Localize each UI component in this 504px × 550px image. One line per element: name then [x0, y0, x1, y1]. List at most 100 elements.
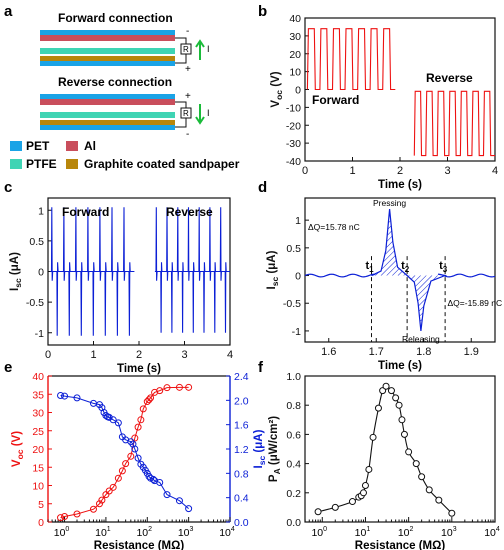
panel-e: e 100 101 102 103 104 0 5 10 15 20 25 30 35 40 0.0 0.4 0…	[4, 359, 267, 550]
layer-graphite	[40, 56, 175, 61]
x-tick-label: 100	[54, 526, 70, 539]
series-label-forward: Forward	[62, 205, 109, 219]
y-tick-label: 5	[38, 499, 44, 511]
x-tick-label: 1	[90, 349, 96, 361]
time-marker-label-t3: t3	[439, 260, 448, 274]
current-label-reverse: I	[207, 108, 210, 118]
x-tick-label: 103	[441, 526, 457, 539]
data-point-isc	[185, 505, 193, 513]
data-point-voc	[57, 514, 65, 522]
current-arrow-down-icon	[195, 104, 205, 125]
data-point-voc	[147, 394, 155, 402]
forward-wire	[175, 37, 187, 64]
reverse-connection-title: Reverse connection	[58, 75, 172, 89]
data-point-pa	[395, 401, 403, 409]
y-axis-label: Isc (μA)	[9, 252, 23, 291]
data-point-voc	[105, 487, 113, 495]
plus-sign-reverse: +	[185, 91, 191, 102]
series-line-forward	[306, 28, 396, 91]
legend-swatch-graphite	[66, 159, 78, 169]
data-point-pa	[392, 394, 400, 402]
layer-pet-top	[40, 30, 175, 35]
resistor-forward	[180, 43, 192, 55]
legend-label-graphite: Graphite coated sandpaper	[84, 157, 240, 171]
x-tick-label: 101	[355, 526, 371, 539]
x-tick-label: 1.6	[321, 346, 336, 358]
panel-d: d 1.6 1.7 1.8 1.9 -1 -0.5 0 0.5 1 Time (s) Isc (μA…	[258, 179, 502, 372]
y-tick-label: 0	[38, 267, 44, 279]
data-point-isc	[109, 416, 117, 424]
data-point-voc	[61, 513, 69, 521]
y-tick-label: 1.0	[286, 371, 301, 383]
y-tick-label: 30	[289, 31, 301, 43]
y-tick-label-right: 0.8	[234, 468, 249, 480]
y-tick-label: 20	[32, 444, 44, 456]
legend-label-pet: PET	[26, 139, 50, 153]
legend-swatch-ptfe	[10, 159, 22, 169]
y-axis-label: Isc (μA)	[266, 250, 280, 289]
legend-swatch-al	[66, 141, 78, 151]
resistor-reverse	[180, 107, 192, 119]
panel-letter-b: b	[258, 3, 267, 20]
data-point-pa	[359, 489, 367, 497]
panel-letter-c: c	[4, 179, 12, 196]
y-axis-label-right: Isc (μA)	[253, 429, 267, 468]
data-point-voc	[131, 434, 139, 442]
y-tick-label: 30	[32, 408, 44, 420]
data-point-voc	[175, 383, 183, 391]
y-axis-label: Voc (V)	[270, 71, 284, 107]
y-tick-label: -0.5	[26, 297, 44, 309]
data-point-pa	[387, 387, 395, 395]
y-tick-label: 20	[289, 49, 301, 61]
data-point-pa	[369, 433, 377, 441]
data-point-pa	[435, 496, 443, 504]
x-tick-label: 2	[397, 165, 403, 177]
legend-swatch-pet	[10, 141, 22, 151]
panel-letter-e: e	[4, 359, 12, 376]
minus-sign-reverse: -	[186, 129, 189, 140]
y-tick-label: -0.5	[283, 298, 301, 310]
reverse-stack: R I + -	[40, 91, 210, 140]
data-point-pa	[374, 404, 382, 412]
panel-letter-d: d	[258, 179, 267, 196]
resistor-label-reverse: R	[183, 109, 189, 118]
series-label-forward: Forward	[312, 93, 359, 107]
forward-connection-title: Forward connection	[58, 11, 173, 25]
layer-pet-top	[40, 94, 175, 99]
layer-ptfe	[40, 112, 175, 118]
y-tick-label-right: 0.0	[234, 517, 249, 529]
data-point-voc	[118, 467, 126, 475]
y-tick-label-right: 1.6	[234, 420, 249, 432]
y-tick-label: 0	[295, 271, 301, 283]
y-tick-label: 0.2	[286, 488, 301, 500]
delta-q-positive-label: ΔQ=15.78 nC	[308, 222, 360, 232]
data-point-voc	[137, 416, 145, 424]
series-line-isc	[304, 209, 496, 331]
x-tick-label: 4	[227, 349, 233, 361]
y-tick-label: -30	[286, 138, 301, 150]
series-line-pa	[317, 385, 453, 514]
y-tick-label: 10	[32, 481, 44, 493]
data-point-isc	[163, 491, 171, 499]
y-tick-label: 40	[289, 13, 301, 25]
series-line-voc	[60, 386, 189, 519]
data-point-pa	[405, 448, 413, 456]
panel-letter-a: a	[4, 3, 13, 20]
data-point-pa	[425, 486, 433, 494]
x-tick-label: 102	[398, 526, 414, 539]
time-marker-label-t2: t2	[401, 260, 410, 274]
data-point-voc	[96, 500, 104, 508]
x-tick-label: 101	[95, 526, 111, 539]
reverse-wire	[175, 101, 187, 128]
panel-f: f 100 101 102 103 104 0.0 0.2 0.4 0.6 0.8 1.0 Resis…	[258, 359, 500, 550]
x-tick-label: 3	[444, 165, 450, 177]
data-point-voc	[145, 396, 153, 404]
layer-al-top	[40, 99, 175, 105]
data-point-isc	[57, 391, 65, 399]
material-legend: PET Al PTFE Graphite coated sandpaper	[10, 139, 240, 171]
y-tick-label: -10	[286, 102, 301, 114]
y-tick-label: -40	[286, 156, 301, 168]
current-arrow-up-icon	[195, 39, 205, 60]
data-point-isc	[175, 497, 183, 505]
data-point-voc	[127, 452, 135, 460]
